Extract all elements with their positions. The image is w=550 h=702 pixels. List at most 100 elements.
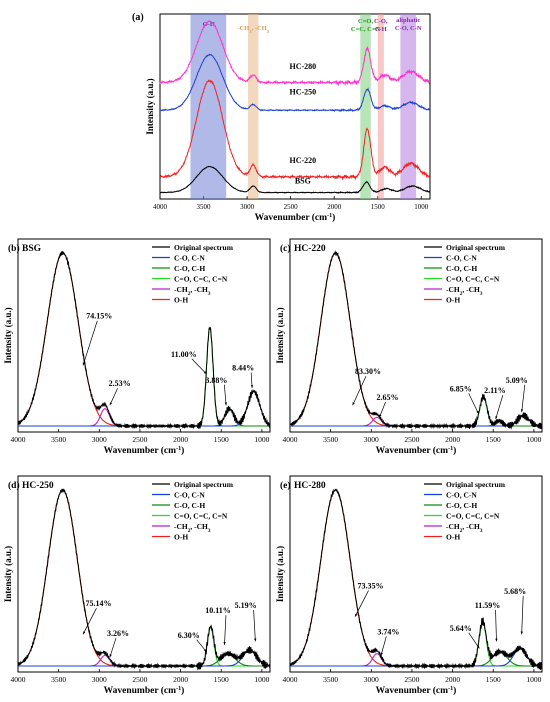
legend-entry: C-O, C-H xyxy=(174,264,205,273)
percent-arrowhead xyxy=(520,631,523,635)
x-tick-label: 1500 xyxy=(486,675,501,684)
component-peak-0 xyxy=(289,489,542,667)
percent-arrow xyxy=(468,393,479,415)
series-line-hc-220 xyxy=(159,79,431,181)
band-0 xyxy=(190,14,227,199)
x-tick-label: 2500 xyxy=(132,675,147,684)
sample-label: HC-220 xyxy=(294,244,326,254)
x-tick-label: 4000 xyxy=(11,675,26,684)
percent-arrowhead xyxy=(495,416,498,420)
sample-label: HC-280 xyxy=(294,481,326,491)
y-axis-label: Intensity (a.u.) xyxy=(3,546,13,602)
component-peak-0 xyxy=(17,252,270,427)
legend-entry: C-O, C-N xyxy=(446,491,477,500)
x-tick-label: 2000 xyxy=(173,435,188,444)
plot-frame xyxy=(17,475,271,673)
band-label: C-O, xyxy=(374,18,388,25)
x-axis-label: Wavenumber (cm-1) xyxy=(376,685,457,696)
percent-label: 2.65% xyxy=(377,393,399,402)
legend-entry: O-H xyxy=(446,533,460,542)
percent-label: 74.15% xyxy=(86,312,112,321)
percent-arrowhead xyxy=(476,410,479,414)
percent-arrow xyxy=(352,375,367,406)
percent-arrow xyxy=(109,637,117,658)
original-spectrum-line xyxy=(289,488,543,670)
percent-arrowhead xyxy=(83,631,86,635)
percent-arrowhead xyxy=(203,649,207,652)
panel-label: (e) xyxy=(280,480,291,491)
x-tick-label: 1500 xyxy=(214,435,229,444)
x-tick-label: 4000 xyxy=(283,435,298,444)
series-line-hc-280 xyxy=(159,20,431,87)
legend-entry: C=O, C=C, C=N xyxy=(446,275,500,284)
legend-entry: Original spectrum xyxy=(446,243,506,252)
series-label: HC-220 xyxy=(290,156,317,165)
legend-entry: Original spectrum xyxy=(446,480,506,489)
percent-label: 2.11% xyxy=(484,386,506,395)
percent-arrow xyxy=(495,395,504,420)
legend-entry: C=O, C=C, C=N xyxy=(174,275,228,284)
x-tick-label: 2000 xyxy=(173,675,188,684)
x-tick-label: 3500 xyxy=(51,675,66,684)
x-tick-label: 3000 xyxy=(364,675,379,684)
x-tick-label: 2500 xyxy=(404,675,419,684)
percent-label: 2.53% xyxy=(109,379,131,388)
band-4 xyxy=(400,14,417,199)
percent-label: 5.64% xyxy=(450,624,472,633)
series-line-hc-250 xyxy=(160,53,430,113)
x-axis-label: Wavenumber (cm-1) xyxy=(104,685,185,696)
series-label: BSG xyxy=(295,177,311,186)
percent-label: 83.30% xyxy=(355,367,381,376)
x-tick-label: 3000 xyxy=(240,203,255,211)
x-tick-label: 4000 xyxy=(11,435,26,444)
percent-arrow xyxy=(109,388,118,406)
y-axis-label: Intensity (a.u.) xyxy=(275,307,285,363)
y-axis-label: Intensity (a.u.) xyxy=(275,546,285,602)
x-tick-label: 3500 xyxy=(197,203,212,211)
component-peak-4 xyxy=(18,649,270,667)
x-tick-label: 3000 xyxy=(92,675,107,684)
percent-label: 5.19% xyxy=(235,601,257,610)
percent-label: 75.14% xyxy=(85,599,111,608)
legend-entry: C-O, C-H xyxy=(174,501,205,510)
plot-frame xyxy=(17,238,271,433)
x-tick-label: 3000 xyxy=(364,435,379,444)
percent-label: 3.74% xyxy=(377,627,399,636)
original-spectrum-line xyxy=(289,250,543,430)
series-label: HC-250 xyxy=(290,88,317,97)
percent-arrowhead xyxy=(224,402,228,406)
x-tick-label: 1500 xyxy=(371,203,386,211)
percent-arrow xyxy=(82,320,98,366)
percent-arrow xyxy=(253,609,256,642)
sample-label: BSG xyxy=(22,244,42,254)
legend-entry: C-O, C-H xyxy=(446,264,477,273)
series-line-bsg xyxy=(159,165,431,195)
band-label: C-H xyxy=(375,26,387,33)
x-tick-label: 2500 xyxy=(284,203,299,211)
percent-arrow xyxy=(224,615,227,645)
percent-arrowhead xyxy=(82,362,85,366)
plot-frame xyxy=(289,238,543,433)
percent-arrowhead xyxy=(203,371,207,375)
band-label: -CH3, -CH2 xyxy=(237,25,269,34)
percent-arrow xyxy=(495,609,497,642)
component-peak-0 xyxy=(17,489,270,667)
percent-arrowhead xyxy=(250,385,254,388)
x-tick-label: 2500 xyxy=(404,435,419,444)
panel-label: (c) xyxy=(280,243,291,254)
percent-arrowhead xyxy=(495,638,498,642)
x-tick-label: 3500 xyxy=(51,435,66,444)
legend-entry: C-O, C-H xyxy=(446,501,477,510)
percent-arrow xyxy=(380,636,387,656)
x-tick-label: 3000 xyxy=(92,435,107,444)
percent-arrowhead xyxy=(352,402,355,406)
x-tick-label: 2000 xyxy=(445,435,460,444)
x-axis-label: Wavenumber (cm-1) xyxy=(376,445,457,456)
percent-arrowhead xyxy=(355,613,358,617)
percent-arrow xyxy=(468,632,480,649)
panel-c: (c) HC-220 4000 3500 3000 2500 2000 1500 1000 Wav… xyxy=(275,238,543,456)
x-axis-label: Wavenumber (cm-1) xyxy=(104,445,185,456)
y-axis-label: Intensity (a.u.) xyxy=(145,78,155,134)
percent-arrow xyxy=(521,595,524,635)
legend-entry: O-H xyxy=(174,296,188,305)
